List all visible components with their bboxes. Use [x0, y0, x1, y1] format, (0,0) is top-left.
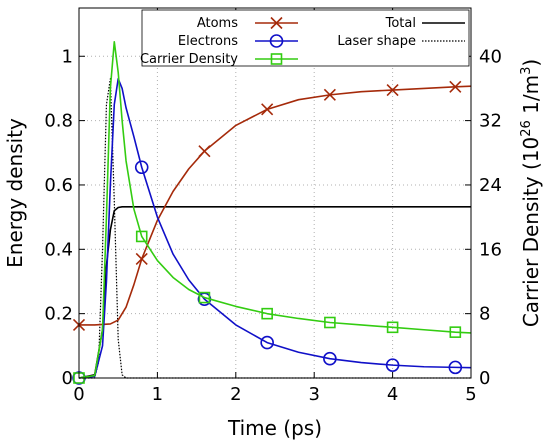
grid — [79, 8, 471, 378]
legend-marker-carrier-density — [270, 53, 283, 65]
plot-frame — [78, 7, 472, 379]
y-axis-right-title: Carrier Density (1026 1/m3) — [519, 59, 543, 327]
y-axis-right-title-unit: 1/m — [519, 75, 543, 120]
y-right-tick-label: 0 — [479, 368, 490, 389]
legend-marker-atoms-stroke-b — [270, 16, 283, 30]
x-axis-title: Time (ps) — [227, 416, 322, 440]
y-left-tick-label: 1 — [62, 46, 73, 67]
x-tick-label: 4 — [387, 384, 398, 405]
legend-label-electrons: Electrons — [178, 34, 238, 49]
y-right-tick-label: 40 — [479, 46, 502, 67]
data-point-atoms-stroke-b — [323, 88, 336, 101]
y-right-tick-label: 24 — [479, 175, 502, 196]
x-tick-label: 3 — [308, 384, 319, 405]
data-point-atoms — [449, 80, 462, 93]
y-right-tick-label: 32 — [479, 111, 502, 132]
data-point-atoms-stroke-b — [261, 103, 274, 116]
y-axis-right-title-close: ) — [519, 59, 543, 67]
data-point-atoms-stroke-b — [386, 83, 399, 97]
data-point-atoms — [323, 88, 336, 101]
data-point-carrier-density — [449, 326, 462, 338]
y-left-tick-label: 0.2 — [44, 304, 73, 325]
data-point-atoms — [135, 252, 148, 266]
data-point-atoms-stroke-b — [135, 252, 148, 266]
data-point-carrier-density — [198, 291, 211, 304]
y-axis-right-title-main: Carrier Density (10 — [519, 137, 543, 327]
legend-marker-atoms — [270, 16, 283, 30]
legend-frame — [141, 9, 470, 67]
x-tick-label: 1 — [152, 384, 163, 405]
data-point-electrons — [448, 360, 463, 375]
y-axis-right-title-unit-exp: 3 — [519, 67, 534, 75]
legend-label-laser-shape: Laser shape — [337, 34, 416, 49]
x-tick-label: 5 — [465, 384, 476, 405]
data-point-atoms — [261, 103, 274, 116]
data-point-atoms — [386, 83, 399, 97]
y-right-tick-label: 8 — [479, 304, 490, 325]
series-line-atoms — [79, 85, 472, 326]
series-line-carrier-density — [78, 40, 472, 379]
x-tick-label: 0 — [73, 384, 84, 405]
data-point-carrier-density — [386, 321, 399, 334]
x-tick-label: 2 — [230, 384, 241, 405]
data-point-atoms — [198, 145, 211, 158]
y-left-tick-label: 0.4 — [44, 239, 73, 260]
data-point-electrons — [385, 358, 400, 372]
series-line-electrons — [78, 77, 472, 379]
y-right-tick-label: 16 — [479, 239, 502, 260]
data-point-electrons — [134, 160, 149, 175]
plot-background — [79, 8, 471, 378]
y-axis-right-title-exp: 26 — [519, 120, 534, 137]
data-point-atoms-stroke-b — [449, 80, 462, 93]
y-axis-left-title: Energy density — [3, 118, 27, 268]
data-point-carrier-density — [261, 307, 273, 320]
legend-marker-electrons — [269, 34, 284, 48]
y-left-tick-label: 0.8 — [44, 111, 73, 132]
y-left-tick-label: 0.6 — [44, 175, 73, 196]
legend: Atoms Electrons Carrier Density Total Laser … — [140, 9, 470, 67]
data-point-electrons — [260, 335, 274, 350]
data-point-electrons — [323, 351, 337, 366]
data-point-carrier-density — [324, 316, 336, 329]
data-point-atoms-stroke-b — [198, 145, 211, 158]
legend-label-total: Total — [385, 16, 416, 31]
legend-label-atoms: Atoms — [197, 16, 238, 31]
legend-label-carrier-density: Carrier Density — [140, 52, 238, 67]
data-point-carrier-density — [135, 230, 148, 243]
y-left-tick-label: 0 — [62, 368, 73, 389]
